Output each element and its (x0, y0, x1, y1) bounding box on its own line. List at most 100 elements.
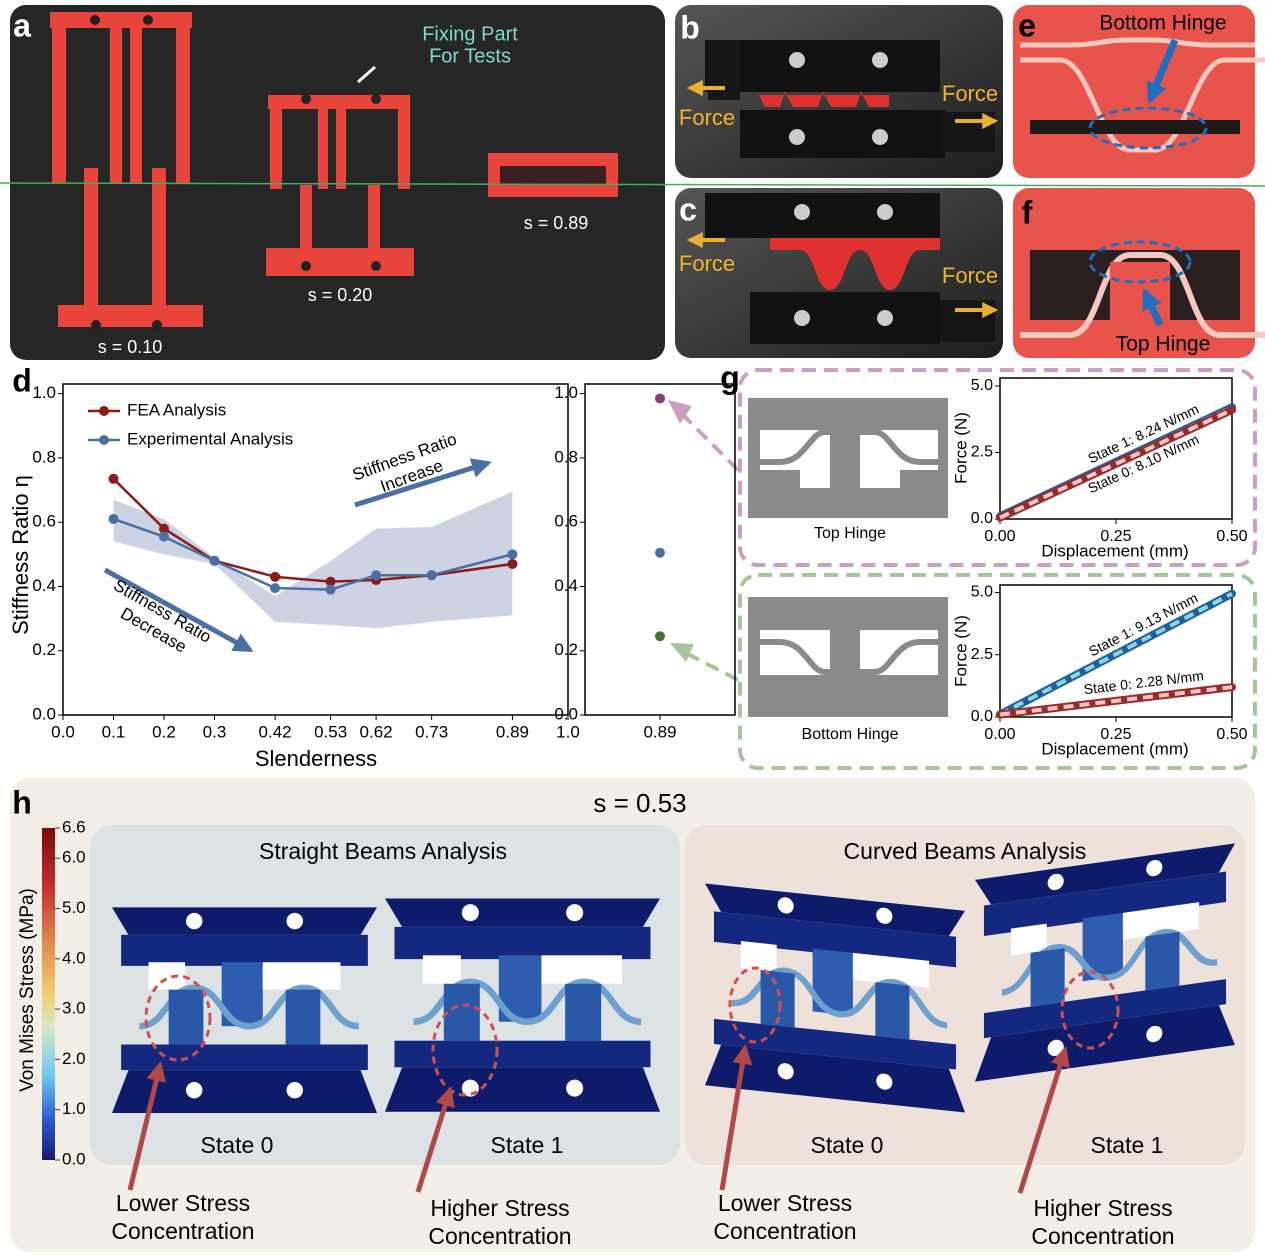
y-tick-label: 0.0 (971, 510, 993, 527)
panel-label: c (679, 191, 697, 227)
note: Higher Stress (430, 1195, 569, 1221)
colorbar-tick-label: 0.0 (62, 1149, 86, 1168)
legend-label: FEA Analysis (127, 400, 226, 419)
x-tick-label: 0.73 (415, 722, 448, 741)
point (507, 559, 517, 569)
point (270, 583, 280, 593)
callout: For Tests (429, 45, 511, 67)
series-label: State 1: 9.13 N/mm (1086, 590, 1200, 660)
figure: a b c d e f g h Fixing PartFor Tests s = 0.10 s = … (0, 0, 1265, 1257)
y-tick-label: 1.0 (554, 383, 578, 402)
y-tick-label: 5.0 (971, 377, 993, 394)
panel-label: g (720, 359, 740, 395)
arrow-head (670, 643, 694, 662)
y-tick-label: 0.2 (32, 640, 56, 659)
state-label: State 0 (811, 1132, 884, 1158)
y-tick-label: 0.4 (32, 576, 56, 595)
y-tick-label: 0.4 (554, 576, 578, 595)
colorbar-tick-label: 5.0 (62, 898, 86, 917)
hinge-label: Top Hinge (1116, 333, 1211, 356)
y-tick-label: 1.0 (32, 383, 56, 402)
sample-label: s = 0.10 (98, 337, 163, 357)
note: Higher Stress (1033, 1195, 1172, 1221)
y-tick-label: 0.0 (32, 704, 56, 723)
y-axis-label: Stiffness Ratio η (8, 475, 33, 635)
panel-label: e (1018, 7, 1036, 43)
sample-label: s = 0.89 (524, 213, 589, 233)
y-tick-label: 0.8 (554, 447, 578, 466)
panel-a-photo (10, 5, 665, 360)
panel-title: s = 0.53 (593, 788, 686, 818)
point (210, 556, 220, 566)
point (326, 585, 336, 595)
panel-label: d (12, 362, 32, 398)
legend-label: Experimental Analysis (127, 429, 293, 448)
force-label: Force (942, 263, 998, 288)
x-tick-label: 1.0 (556, 722, 580, 741)
colorbar-tick-label: 4.0 (62, 948, 86, 967)
sample-label: s = 0.20 (308, 285, 373, 305)
callout: Fixing Part (422, 23, 518, 45)
note: Concentration (111, 1218, 254, 1244)
panel-label: f (1022, 194, 1033, 230)
y-tick-label: 0.6 (554, 512, 578, 531)
state-label: State 1 (491, 1132, 564, 1158)
y-tick-label: 2.5 (971, 444, 993, 461)
note: Lower Stress (116, 1190, 250, 1216)
colorbar-tick-label: 6.6 (62, 817, 86, 836)
y-tick-label: 0.2 (554, 640, 578, 659)
y-axis-label: Force (N) (951, 412, 970, 484)
point (427, 570, 437, 580)
x-tick-label: 0.53 (314, 722, 347, 741)
x-tick-label: 0.3 (203, 722, 227, 741)
point (371, 570, 381, 580)
x-tick-label: 0.50 (1216, 726, 1247, 743)
point (655, 393, 665, 403)
y-tick-label: 0.6 (32, 512, 56, 531)
note: Concentration (1031, 1223, 1174, 1249)
colorbar-tick-label: 6.0 (62, 848, 86, 867)
force-label: Force (942, 81, 998, 106)
force-label: Force (679, 105, 735, 130)
point (270, 572, 280, 582)
hinge-diagram (748, 398, 948, 717)
y-axis-label: Force (N) (951, 615, 970, 687)
state-label: State 0 (201, 1132, 274, 1158)
point (109, 514, 119, 524)
x-tick-label: 0.00 (984, 726, 1015, 743)
point (159, 532, 169, 542)
x-tick-label: 0.50 (1216, 528, 1247, 545)
x-tick-label: 0.89 (496, 722, 529, 741)
point (655, 631, 665, 641)
x-axis-label: Displacement (mm) (1041, 739, 1188, 758)
note: Lower Stress (718, 1190, 852, 1216)
x-tick-label: 0.89 (643, 722, 676, 741)
y-tick-label: 5.0 (971, 584, 993, 601)
y-tick-label: 0.0 (554, 704, 578, 723)
legend-marker (99, 406, 109, 416)
page: {"panel_labels":["a","b","c","d","e","f"… (0, 0, 1265, 1257)
colorbar-tick-label: 2.0 (62, 1049, 86, 1068)
x-tick-label: 0.1 (102, 722, 126, 741)
x-tick-label: 0.62 (360, 722, 393, 741)
point (507, 549, 517, 559)
panel-label: a (13, 7, 31, 43)
note: Concentration (713, 1218, 856, 1244)
x-tick-label: 0.00 (984, 528, 1015, 545)
note: Concentration (428, 1223, 571, 1249)
diagram-label: Top Hinge (814, 525, 886, 542)
x-axis-label: Displacement (mm) (1041, 541, 1188, 560)
y-tick-label: 2.5 (971, 646, 993, 663)
legend-marker (99, 435, 109, 445)
panel-label: b (680, 9, 700, 45)
point (655, 548, 665, 558)
y-tick-label: 0.0 (971, 708, 993, 725)
point (109, 474, 119, 484)
hinge-label: Bottom Hinge (1099, 12, 1226, 35)
colorbar-label: Von Mises Stress (MPa) (17, 888, 38, 1092)
x-tick-label: 0.0 (51, 722, 75, 741)
group-title: Straight Beams Analysis (259, 838, 507, 864)
panel-label: h (12, 784, 32, 820)
force-label: Force (679, 251, 735, 276)
colorbar-tick-label: 3.0 (62, 999, 86, 1018)
